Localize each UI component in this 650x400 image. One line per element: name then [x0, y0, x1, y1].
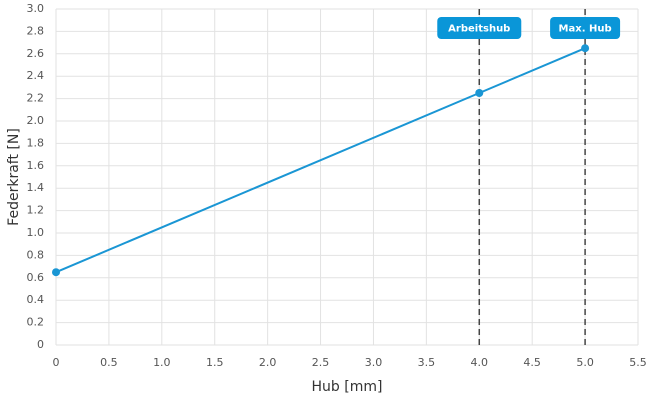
- x-axis-title: Hub [mm]: [312, 379, 383, 395]
- x-tick-label: 5.5: [629, 356, 647, 369]
- annotation-box: [437, 17, 522, 39]
- y-tick-label: 1.0: [27, 226, 45, 239]
- x-tick-label: 2.0: [259, 356, 277, 369]
- x-tick-label: 5.0: [576, 356, 594, 369]
- y-tick-label: 2.4: [27, 69, 45, 82]
- y-tick-label: 2.2: [27, 92, 45, 105]
- x-tick-label: 0.5: [100, 356, 118, 369]
- x-tick-label: 3.5: [418, 356, 436, 369]
- x-tick-label: 4.0: [471, 356, 489, 369]
- y-tick-label: 0: [37, 338, 44, 351]
- y-tick-label: 1.6: [27, 159, 45, 172]
- y-tick-label: 1.2: [27, 204, 45, 217]
- y-tick-label: 3.0: [27, 2, 45, 15]
- x-tick-label: 1.5: [206, 356, 224, 369]
- annotation-label: Max. Hub: [559, 24, 612, 35]
- data-point: [475, 89, 484, 97]
- y-tick-label: 2.6: [27, 47, 45, 60]
- x-tick-label: 1.0: [153, 356, 171, 369]
- y-axis-title: Federkraft [N]: [6, 128, 22, 226]
- x-tick-label: 3.0: [365, 356, 383, 369]
- y-tick-label: 1.8: [27, 136, 45, 149]
- y-tick-label: 2.0: [27, 114, 45, 127]
- x-tick-label: 4.5: [523, 356, 541, 369]
- y-tick-label: 1.4: [27, 181, 45, 194]
- data-point: [52, 268, 60, 277]
- data-point: [581, 44, 590, 53]
- y-tick-label: 0.2: [27, 316, 45, 329]
- y-tick-label: 0.6: [27, 271, 45, 284]
- x-tick-label: 0: [53, 356, 60, 369]
- y-tick-label: 0.8: [27, 248, 45, 261]
- annotation-box: [550, 17, 621, 39]
- x-tick-label: 2.5: [312, 356, 330, 369]
- y-tick-label: 2.8: [27, 24, 45, 37]
- annotation-label: Arbeitshub: [448, 24, 510, 35]
- y-tick-label: 0.4: [27, 293, 45, 306]
